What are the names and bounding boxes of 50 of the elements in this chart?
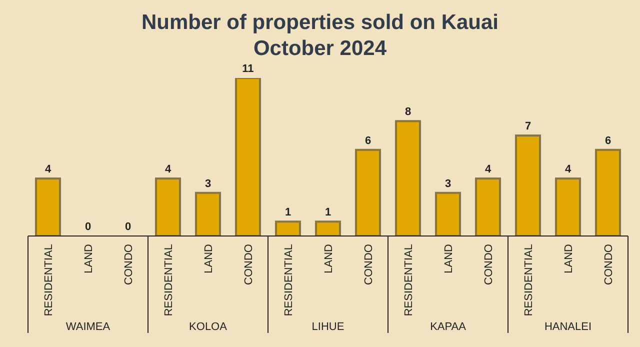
x-tick-label: LAND [83, 244, 95, 274]
data-label: 0 [124, 221, 132, 233]
x-tick-label: CONDO [363, 244, 375, 285]
bar [235, 78, 261, 236]
x-tick-label: CONDO [483, 244, 495, 285]
text: KOLOA [189, 321, 228, 333]
x-tick-label: LAND [323, 244, 335, 274]
data-label: 4 [564, 164, 572, 176]
bar [395, 120, 421, 236]
data-label: 4 [164, 164, 172, 176]
chart-title: Number of properties sold on Kauai [140, 10, 500, 36]
bar [195, 192, 221, 236]
text: HANALEI [544, 321, 592, 333]
x-tick-label: LAND [443, 244, 455, 274]
data-label: 1 [284, 206, 292, 219]
bar [155, 178, 181, 236]
bar [475, 178, 501, 236]
x-tick-label: RESIDENTIAL [43, 244, 55, 316]
data-label: 4 [44, 164, 52, 176]
bar [595, 148, 621, 236]
text: WAIMEA [66, 321, 111, 333]
data-label: 4 [484, 164, 492, 176]
x-tick-label: CONDO [123, 244, 135, 285]
x-tick-label: RESIDENTIAL [283, 244, 295, 316]
x-tick-label: RESIDENTIAL [523, 244, 535, 316]
data-label: 3 [204, 178, 212, 190]
x-tick-label: CONDO [603, 244, 615, 285]
x-tick-label: CONDO [243, 244, 255, 285]
data-label: 3 [444, 178, 452, 190]
bar [355, 148, 381, 236]
text: KAPAA [430, 321, 467, 333]
x-tick-label: RESIDENTIAL [163, 244, 175, 316]
bar [315, 220, 341, 236]
x-tick-label: LAND [563, 244, 575, 274]
x-tick-label: LAND [203, 244, 215, 274]
data-label: 1 [324, 206, 332, 219]
data-label: 6 [604, 134, 612, 147]
data-label: 0 [84, 221, 92, 233]
bar [435, 192, 461, 236]
data-label: 11 [242, 63, 254, 75]
data-label: 8 [404, 106, 412, 118]
data-label: 6 [364, 134, 372, 147]
bar [35, 178, 61, 236]
data-label: 7 [524, 120, 532, 132]
bar [555, 178, 581, 236]
bar [515, 134, 541, 236]
x-tick-label: RESIDENTIAL [403, 244, 415, 316]
text: LIHUE [312, 321, 344, 333]
chart-subtitle: October 2024 [252, 36, 388, 62]
bar [275, 220, 301, 236]
